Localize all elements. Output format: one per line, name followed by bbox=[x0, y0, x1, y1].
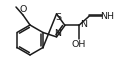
Text: S: S bbox=[55, 13, 61, 22]
Text: N: N bbox=[80, 20, 87, 29]
Text: N: N bbox=[55, 29, 62, 38]
Text: OH: OH bbox=[72, 40, 86, 49]
Text: NH: NH bbox=[100, 12, 114, 21]
Text: O: O bbox=[19, 4, 27, 14]
